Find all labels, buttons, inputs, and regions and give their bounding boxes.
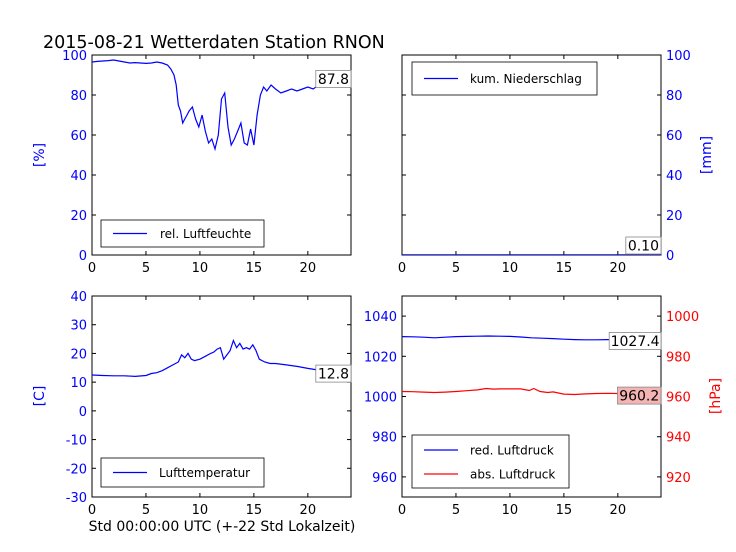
figure-xlabel: Std 00:00:00 UTC (+-22 Std Lokalzeit) [89, 519, 356, 535]
y-tick-label: 20 [70, 209, 87, 224]
y-tick-label-right: 1000 [666, 310, 699, 325]
series-line-lufttemperatur [92, 338, 351, 378]
y-tick-label: 40 [70, 290, 87, 305]
panel-humidity: 0 5 10 15 20 0 20 40 60 80 100 [%] 87.8 rel. Luftfeuc… [32, 49, 352, 276]
panel-temperature: 0 5 10 15 20 -30 -20 -10 0 10 20 30 40 [C] 12.8 Lufttem… [32, 290, 352, 518]
x-tick-label: 15 [246, 503, 263, 518]
y-tick-label-left: 960 [372, 471, 397, 486]
y-tick-label-left: 1040 [364, 310, 397, 325]
x-tick-label: 10 [192, 261, 209, 276]
y-axis-label: [hPa] [708, 378, 724, 414]
y-axis-label: [%] [32, 143, 48, 167]
x-tick-label: 5 [142, 261, 150, 276]
y-tick-label: -30 [66, 491, 87, 506]
x-tick-label: 10 [192, 503, 209, 518]
y-tick-label: 20 [666, 209, 683, 224]
x-tick-label: 5 [142, 503, 150, 518]
y-tick-label: 10 [70, 376, 87, 391]
y-tick-label: 60 [666, 129, 683, 144]
y-tick-label: 60 [70, 129, 87, 144]
y-axis-label: [mm] [699, 136, 715, 174]
y-tick-label-right: 920 [666, 471, 691, 486]
x-tick-label: 15 [556, 261, 573, 276]
y-tick-label-right: 940 [666, 431, 691, 446]
series-line-rel-luftfeuchte [92, 59, 351, 152]
legend: red. Luftdruck abs. Luftdruck [411, 434, 570, 489]
last-value-box [625, 236, 662, 255]
y-axis-label: [C] [32, 386, 48, 407]
y-tick-label: 20 [70, 347, 87, 362]
x-tick-label: 5 [452, 503, 460, 518]
x-tick-label: 20 [300, 261, 317, 276]
figure-title: 2015-08-21 Wetterdaten Station RNON [43, 33, 385, 53]
legend: kum. Niederschlag [411, 61, 598, 96]
plot-frame [91, 54, 352, 256]
last-value-label: 0.10 [628, 239, 659, 255]
y-tick-label: 80 [70, 89, 87, 104]
series-line-abs-luftdruck [402, 387, 661, 397]
x-tick-label: 15 [246, 261, 263, 276]
x-tick-label: 0 [88, 261, 96, 276]
legend-label: rel. Luftfeuchte [160, 227, 251, 241]
last-value-box [315, 364, 352, 383]
legend-box [411, 434, 570, 489]
legend-label: abs. Luftdruck [470, 468, 555, 482]
x-tick-label: 15 [556, 503, 573, 518]
y-tick-label-right: 980 [666, 350, 691, 365]
x-tick-label: 20 [300, 503, 317, 518]
y-tick-label-left: 1000 [364, 391, 397, 406]
y-tick-label-left: 1020 [364, 350, 397, 365]
y-tick-label: -10 [66, 434, 87, 449]
legend: Lufttemperatur [100, 457, 265, 488]
last-value-box [315, 70, 352, 88]
last-value-label: 960.2 [619, 389, 659, 405]
y-tick-label-left: 980 [372, 431, 397, 446]
y-tick-label: 100 [666, 49, 691, 64]
legend-label: kum. Niederschlag [470, 72, 582, 86]
y-tick-label: 0 [666, 249, 674, 264]
last-value-label: 12.8 [318, 367, 349, 383]
y-tick-label: 80 [666, 89, 683, 104]
y-tick-label: 40 [666, 169, 683, 184]
x-tick-label: 10 [502, 261, 519, 276]
legend-label: red. Luftdruck [470, 444, 554, 458]
panel-precipitation: 0 5 10 15 20 0 20 40 60 80 100 [mm] 0.10 kum. Nieders… [398, 49, 715, 276]
panel-pressure: 0 5 10 15 20 960 980 1000 1020 1040 920 940 960 980 10… [364, 295, 724, 518]
last-value-box [617, 386, 662, 405]
legend-label: Lufttemperatur [159, 466, 250, 480]
last-value-label: 1027.4 [611, 334, 660, 350]
y-tick-label: -20 [66, 462, 87, 477]
y-tick-label: 30 [70, 319, 87, 334]
x-tick-label: 0 [398, 503, 406, 518]
y-tick-label: 0 [79, 249, 87, 264]
last-value-label: 87.8 [318, 72, 349, 88]
plot-frame [91, 295, 352, 498]
legend: rel. Luftfeuchte [100, 219, 265, 248]
x-tick-label: 5 [452, 261, 460, 276]
y-tick-label: 100 [62, 49, 87, 64]
x-tick-label: 20 [610, 503, 627, 518]
y-tick-label-right: 960 [666, 391, 691, 406]
y-tick-label: 0 [79, 405, 87, 420]
x-tick-label: 10 [502, 503, 519, 518]
x-tick-label: 0 [88, 503, 96, 518]
x-tick-label: 0 [398, 261, 406, 276]
y-tick-label: 40 [70, 169, 87, 184]
last-value-box [608, 332, 662, 350]
x-tick-label: 20 [610, 261, 627, 276]
